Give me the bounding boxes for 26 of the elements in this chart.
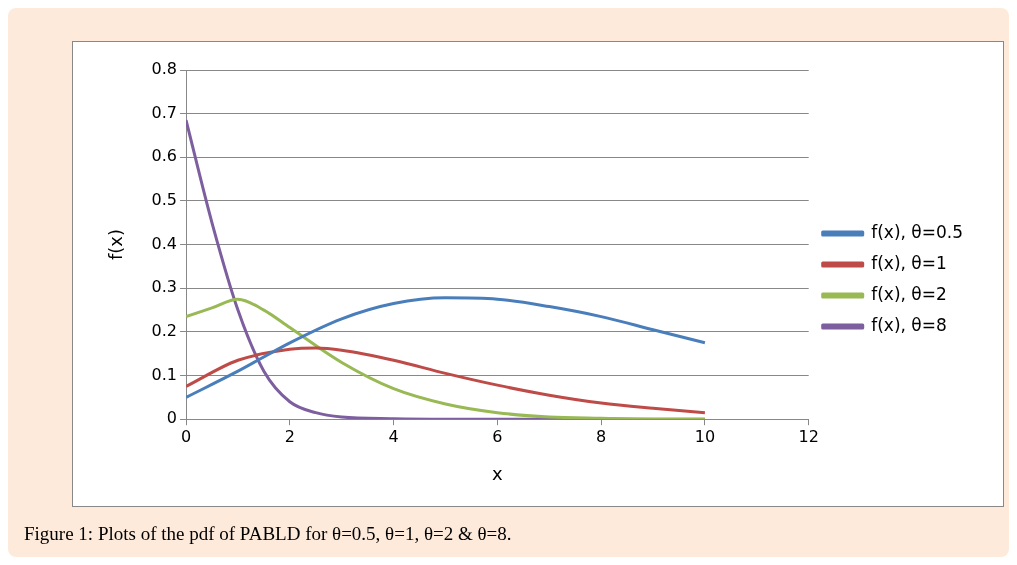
y-tick-label: 0.3 [151,277,178,297]
y-tick-label: 0.5 [151,190,178,210]
y-tick-label: 0.7 [151,102,178,122]
y-tick-label: 0.8 [151,59,178,79]
legend-label: f(x), θ=2 [871,283,947,304]
legend-label: f(x), θ=8 [871,314,947,335]
x-tick-label: 12 [798,426,819,446]
y-tick-label: 0 [166,408,178,428]
x-tick-label: 2 [284,426,295,446]
y-axis-title: f(x) [105,229,127,261]
x-tick-label: 6 [492,426,503,446]
y-tick-label: 0.2 [151,321,178,341]
x-axis-title: x [492,462,504,484]
x-tick-label: 0 [180,426,192,446]
legend-label: f(x), θ=0.5 [871,221,964,242]
x-tick-label: 8 [596,426,607,446]
line-series [186,297,707,420]
y-tick-label: 0.1 [151,364,178,384]
legend-label: f(x), θ=1 [871,252,947,273]
caption: Figure 1: Plots of the pdf of PABLD for θ=0.5, θ=1, θ=2 & θ=8. [24,523,512,545]
line-series [186,346,707,415]
y-tick-label: 0.6 [151,146,178,166]
line-series [186,296,707,399]
x-tick-label: 4 [388,426,399,446]
x-tick-label: 10 [694,426,716,446]
y-tick-label: 0.4 [151,233,178,253]
